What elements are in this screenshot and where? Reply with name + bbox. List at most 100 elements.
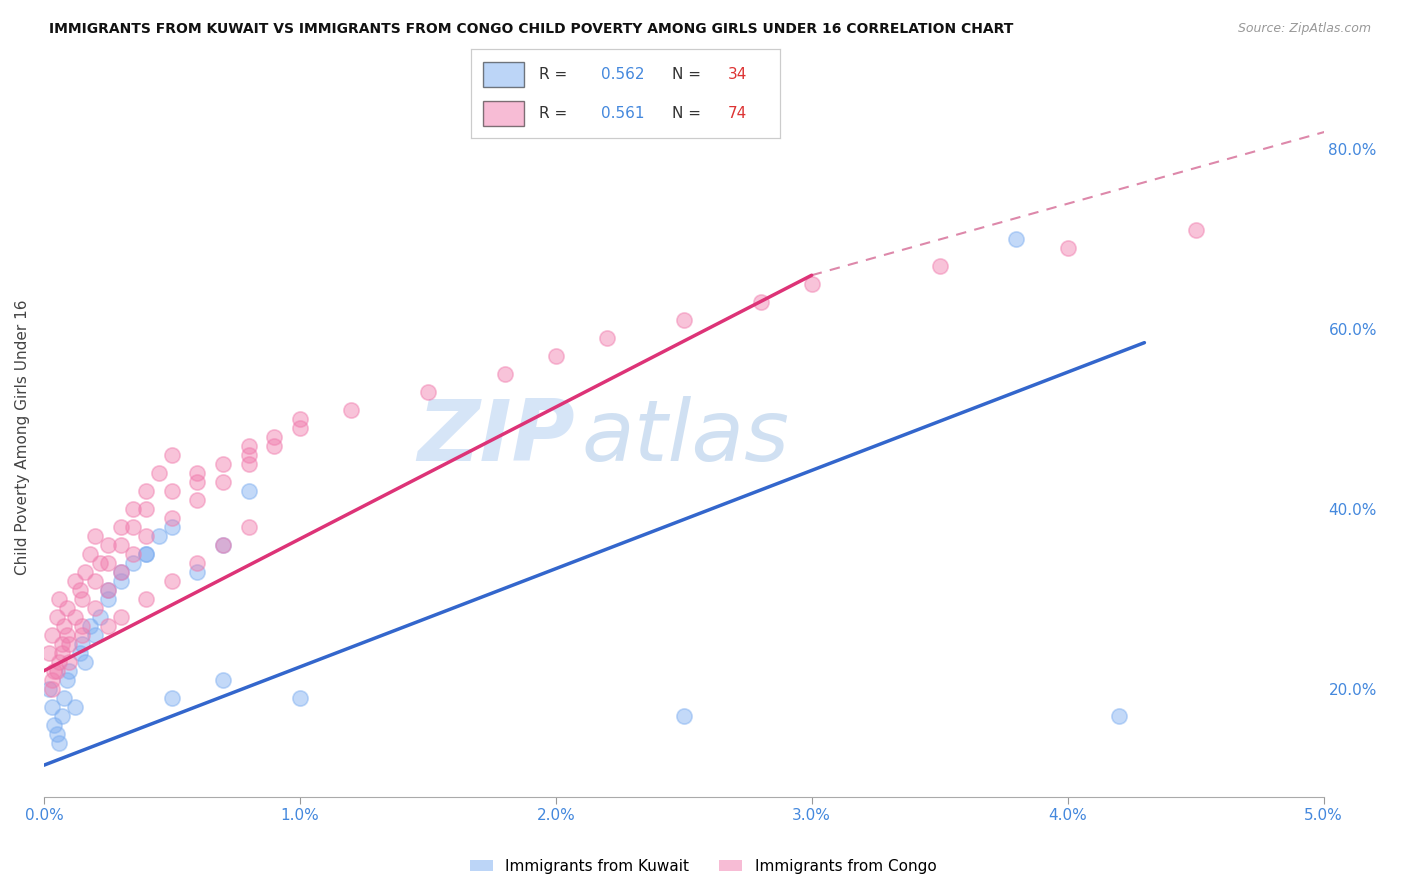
Point [596,331,619,345]
Point [84,529,107,543]
Point [110,565,132,579]
Point [160,511,183,525]
Text: 74: 74 [728,106,747,120]
Point [41,628,63,642]
Point [45,610,67,624]
Point [63,574,86,588]
Point [51,708,73,723]
FancyBboxPatch shape [484,101,523,126]
Point [79,547,101,561]
Point [135,502,157,516]
Point [238,439,260,453]
Point [63,610,86,624]
Point [73,655,96,669]
Point [122,502,145,516]
Point [1056,241,1078,255]
Point [212,475,235,489]
Point [72,619,94,633]
Point [288,421,311,435]
Point [110,538,132,552]
Point [73,565,96,579]
Point [135,483,157,498]
Point [110,574,132,588]
Point [148,529,170,543]
Point [800,277,823,292]
FancyBboxPatch shape [484,62,523,87]
Point [56,600,79,615]
Text: 34: 34 [728,67,747,81]
Point [72,591,94,606]
Point [56,673,79,687]
Point [186,466,208,480]
Text: ZIP: ZIP [418,395,575,478]
Point [186,556,208,570]
Point [160,574,183,588]
Point [122,556,145,570]
Point [672,708,695,723]
Point [416,385,439,400]
Point [148,466,170,480]
Point [97,619,120,633]
Point [238,448,260,462]
Point [135,591,157,606]
Point [186,475,208,489]
Text: N =: N = [672,106,706,120]
Point [51,646,73,660]
Point [494,367,516,381]
Point [42,664,65,678]
Legend: Immigrants from Kuwait, Immigrants from Congo: Immigrants from Kuwait, Immigrants from … [464,853,942,880]
Point [186,565,208,579]
Point [97,582,120,597]
Point [672,313,695,327]
Point [212,538,235,552]
Point [135,529,157,543]
Text: Source: ZipAtlas.com: Source: ZipAtlas.com [1237,22,1371,36]
Point [340,403,363,417]
Point [58,664,80,678]
Point [89,556,111,570]
Point [72,637,94,651]
Text: atlas: atlas [581,395,789,478]
Point [89,610,111,624]
Point [238,457,260,471]
Point [110,520,132,534]
Point [63,699,86,714]
Point [53,619,76,633]
Point [84,600,107,615]
Point [97,582,120,597]
Text: R =: R = [538,106,572,120]
Point [53,690,76,705]
Point [160,483,183,498]
Point [238,483,260,498]
Point [48,655,70,669]
Point [48,736,70,750]
Point [69,646,91,660]
Point [45,664,67,678]
Point [97,556,120,570]
Point [38,646,60,660]
Point [263,439,285,453]
Point [212,457,235,471]
Point [42,718,65,732]
Point [749,295,772,310]
Point [58,655,80,669]
Point [212,538,235,552]
Y-axis label: Child Poverty Among Girls Under 16: Child Poverty Among Girls Under 16 [15,300,30,574]
Point [110,565,132,579]
Point [97,591,120,606]
Point [160,448,183,462]
Point [69,582,91,597]
Point [51,637,73,651]
Point [135,547,157,561]
Point [41,699,63,714]
Point [544,349,567,363]
Point [110,610,132,624]
Point [186,493,208,508]
Point [45,727,67,741]
Text: IMMIGRANTS FROM KUWAIT VS IMMIGRANTS FROM CONGO CHILD POVERTY AMONG GIRLS UNDER : IMMIGRANTS FROM KUWAIT VS IMMIGRANTS FRO… [49,22,1014,37]
Point [1108,708,1130,723]
Point [122,547,145,561]
Point [238,520,260,534]
Point [160,690,183,705]
Text: N =: N = [672,67,706,81]
